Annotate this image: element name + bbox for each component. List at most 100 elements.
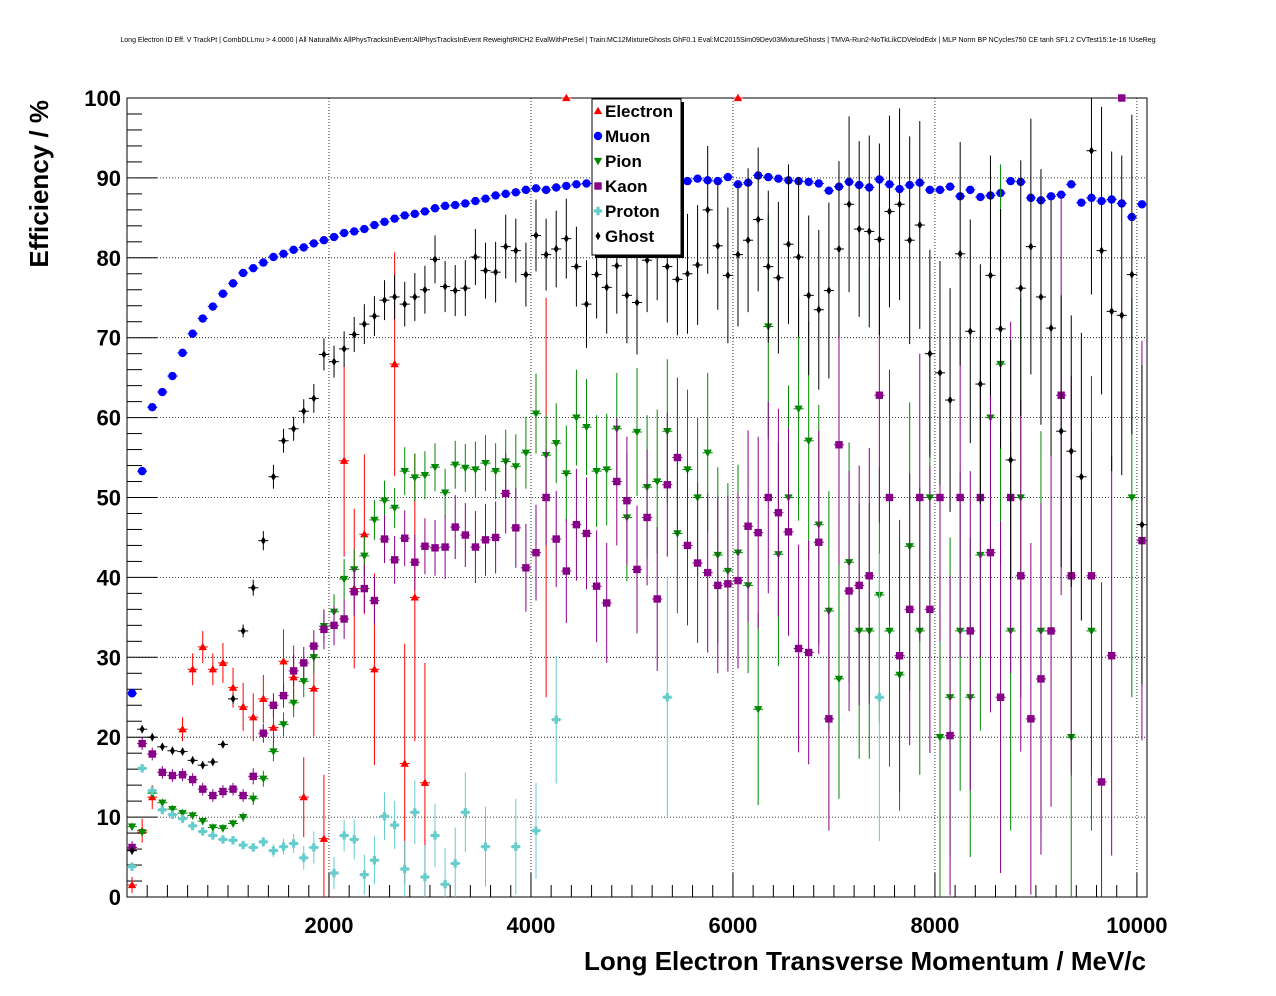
ghost-point [422, 285, 428, 294]
muon-point [683, 176, 692, 186]
legend-label: Pion [605, 152, 642, 171]
kaon-point [431, 544, 439, 552]
kaon-point [905, 605, 914, 614]
pion-point [440, 489, 450, 497]
series-proton [127, 553, 885, 897]
proton-point [410, 808, 420, 817]
muon-point [1046, 192, 1056, 201]
kaon-point [603, 599, 611, 607]
kaon-point [491, 533, 500, 542]
ghost-point [876, 235, 882, 244]
ghost-point [745, 236, 751, 245]
chart-title: Long Electron ID Eff. V TrackPt | CombDL… [120, 37, 1155, 44]
electron-point [319, 834, 329, 842]
pion-point [410, 474, 420, 482]
kaon-point [582, 529, 591, 538]
proton-point [430, 831, 440, 840]
ghost-point [725, 271, 731, 280]
proton-point [188, 821, 197, 831]
muon-point [774, 174, 783, 183]
kaon-point [229, 785, 237, 793]
kaon-point [138, 739, 146, 748]
ghost-point [775, 273, 781, 282]
muon-point [259, 258, 268, 267]
kaon-point [1118, 94, 1126, 102]
ghost-point [503, 242, 509, 251]
ghost-point [987, 271, 993, 280]
proton-point [451, 859, 460, 868]
proton-point [228, 836, 238, 845]
ghost-point [917, 220, 923, 230]
kaon-point [966, 627, 974, 635]
pion-point [238, 813, 248, 822]
ghost-point [886, 207, 892, 216]
muon-point [1006, 176, 1015, 186]
kaon-point [148, 750, 156, 758]
kaon-point [592, 582, 601, 590]
ghost-point [1008, 455, 1014, 465]
pion-point [652, 478, 662, 486]
pion-point [400, 467, 409, 476]
kaon-point [360, 584, 369, 593]
pion-point [299, 678, 308, 686]
ghost-point [240, 626, 246, 636]
electron-point [420, 778, 430, 786]
muon-point [1137, 200, 1147, 209]
proton-point [511, 842, 521, 851]
pion-point [420, 471, 430, 480]
muon-point [350, 227, 359, 236]
muon-point [531, 184, 541, 193]
proton-point [208, 831, 218, 840]
kaon-point [178, 771, 187, 779]
kaon-point [340, 615, 348, 623]
pion-point [168, 805, 177, 814]
series-ghost [127, 98, 1147, 855]
ghost-point [1119, 311, 1125, 320]
ghost-point [674, 275, 680, 284]
muon-point [249, 263, 258, 273]
proton-point [370, 856, 379, 865]
proton-point [279, 842, 288, 851]
ghost-point [967, 327, 973, 336]
proton-point [218, 835, 228, 844]
proton-point [127, 862, 137, 871]
electron-point [733, 93, 743, 102]
x-tick-label: 8000 [910, 913, 959, 938]
pion-point [481, 459, 490, 468]
ghost-point [806, 291, 812, 300]
y-tick-label: 40 [97, 565, 121, 590]
kaon-point [1027, 715, 1035, 723]
pion-point [552, 440, 561, 448]
kaon-point [188, 775, 197, 784]
legend-marker-electron [593, 106, 603, 115]
x-tick-label: 2000 [305, 913, 354, 938]
ghost-point [957, 249, 963, 259]
ghost-point [664, 262, 670, 271]
kaon-point [1047, 627, 1055, 635]
kaon-point [865, 572, 873, 580]
kaon-point [380, 535, 389, 543]
x-axis-label: Long Electron Transverse Momentum / MeV/… [584, 946, 1146, 976]
ghost-point [1109, 307, 1115, 316]
kaon-point [300, 659, 308, 667]
pion-point [703, 449, 712, 457]
proton-point [269, 846, 278, 855]
kaon-point [936, 493, 944, 502]
legend-box [591, 98, 682, 256]
muon-point [370, 220, 379, 230]
muon-point [1056, 190, 1066, 199]
kaon-point [219, 787, 227, 796]
electron-point [360, 530, 369, 538]
kaon-point [764, 493, 772, 502]
proton-point [552, 715, 561, 724]
ghost-point [190, 756, 196, 765]
proton-point [168, 810, 177, 819]
kaon-point [330, 621, 338, 630]
electron-point [279, 657, 288, 665]
y-tick-label: 90 [97, 166, 121, 191]
kaon-point [643, 513, 651, 522]
kaon-point [623, 496, 631, 505]
kaon-point [350, 588, 358, 596]
muon-point [491, 191, 500, 200]
kaon-point [673, 453, 682, 462]
